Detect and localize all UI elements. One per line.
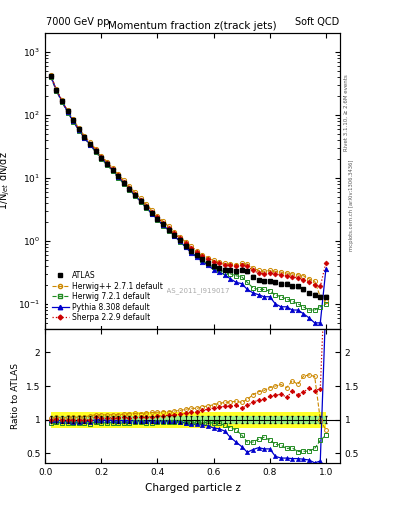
Title: Momentum fraction z(track jets): Momentum fraction z(track jets)	[108, 21, 277, 31]
Text: Rivet 3.1.10, ≥ 2.6M events: Rivet 3.1.10, ≥ 2.6M events	[344, 74, 349, 151]
Text: Soft QCD: Soft QCD	[294, 16, 339, 27]
Y-axis label: 1/N$_{jet}$ dN/dz: 1/N$_{jet}$ dN/dz	[0, 152, 13, 210]
Text: mcplots.cern.ch [arXiv:1306.3436]: mcplots.cern.ch [arXiv:1306.3436]	[349, 159, 354, 250]
Y-axis label: Ratio to ATLAS: Ratio to ATLAS	[11, 363, 20, 429]
Text: 7000 GeV pp: 7000 GeV pp	[46, 16, 110, 27]
Text: ATLAS_2011_I919017: ATLAS_2011_I919017	[155, 287, 230, 294]
Legend: ATLAS, Herwig++ 2.7.1 default, Herwig 7.2.1 default, Pythia 8.308 default, Sherp: ATLAS, Herwig++ 2.7.1 default, Herwig 7.…	[48, 267, 167, 326]
X-axis label: Charged particle z: Charged particle z	[145, 483, 241, 493]
